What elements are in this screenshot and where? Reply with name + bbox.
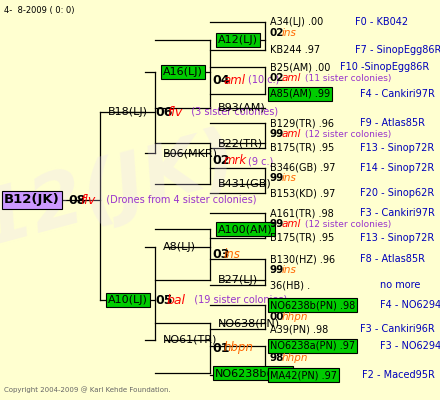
Text: F10 -SinopEgg86R: F10 -SinopEgg86R (340, 62, 429, 72)
Text: A39(PN) .98: A39(PN) .98 (270, 324, 328, 334)
Text: F7 - SinopEgg86R: F7 - SinopEgg86R (355, 45, 440, 55)
Text: hbpn: hbpn (224, 342, 254, 354)
Text: NO6238a(PN) .97: NO6238a(PN) .97 (270, 341, 355, 351)
Text: F9 - Atlas85R: F9 - Atlas85R (360, 118, 425, 128)
Text: A12(LJ): A12(LJ) (218, 35, 258, 45)
Text: NO6238b(PN) .98: NO6238b(PN) .98 (270, 300, 355, 310)
Text: 01: 01 (212, 342, 230, 354)
Text: (11 sister colonies): (11 sister colonies) (305, 74, 391, 82)
Text: NO638(PN): NO638(PN) (218, 318, 280, 328)
Text: F13 - Sinop72R: F13 - Sinop72R (360, 233, 434, 243)
Text: B27(LJ): B27(LJ) (218, 275, 258, 285)
Text: B22(TR): B22(TR) (218, 138, 263, 148)
Text: 36(HB) .: 36(HB) . (270, 280, 310, 290)
Text: 99: 99 (270, 129, 284, 139)
Text: 04: 04 (212, 74, 230, 86)
Text: 05: 05 (155, 294, 172, 306)
Text: F8 - Atlas85R: F8 - Atlas85R (360, 254, 425, 264)
Text: 99: 99 (270, 173, 284, 183)
Text: B25(AM) .00: B25(AM) .00 (270, 62, 330, 72)
Text: Copyright 2004-2009 @ Karl Kehde Foundation.: Copyright 2004-2009 @ Karl Kehde Foundat… (4, 386, 171, 393)
Text: hhpn: hhpn (282, 353, 308, 363)
Text: B18(LJ): B18(LJ) (108, 107, 148, 117)
Text: B12(JK): B12(JK) (4, 194, 60, 206)
Text: B12(JK): B12(JK) (0, 123, 245, 277)
Text: B153(KD) .97: B153(KD) .97 (270, 188, 335, 198)
Text: NO6238b(PN): NO6238b(PN) (215, 368, 291, 378)
Text: 08: 08 (68, 194, 85, 206)
Text: 02: 02 (212, 154, 230, 168)
Text: A161(TR) .98: A161(TR) .98 (270, 208, 334, 218)
Text: 4-  8-2009 ( 0: 0): 4- 8-2009 ( 0: 0) (4, 6, 74, 15)
Text: F4 - NO6294R: F4 - NO6294R (380, 300, 440, 310)
Text: bal: bal (167, 294, 186, 306)
Text: 02: 02 (270, 73, 285, 83)
Text: B346(GB) .97: B346(GB) .97 (270, 163, 335, 173)
Text: B431(GB): B431(GB) (218, 179, 272, 189)
Text: 02: 02 (270, 28, 285, 38)
Text: mrk: mrk (224, 154, 247, 168)
Text: aml: aml (282, 129, 301, 139)
Text: A34(LJ) .00: A34(LJ) .00 (270, 17, 323, 27)
Text: NO61(TR): NO61(TR) (163, 335, 217, 345)
Text: 00: 00 (270, 312, 285, 322)
Text: 03: 03 (212, 248, 229, 262)
Text: MA42(PN) .97: MA42(PN) .97 (270, 370, 337, 380)
Text: 06: 06 (155, 106, 172, 118)
Text: hhpn: hhpn (282, 312, 308, 322)
Text: no more: no more (380, 280, 420, 290)
Text: F4 - Cankiri97R: F4 - Cankiri97R (360, 89, 435, 99)
Text: A8(LJ): A8(LJ) (163, 242, 196, 252)
Text: (10 c.): (10 c.) (248, 75, 279, 85)
Text: aml: aml (282, 219, 301, 229)
Text: 98: 98 (270, 353, 284, 363)
Text: F0 - KB042: F0 - KB042 (355, 17, 408, 27)
Text: KB244 .97: KB244 .97 (270, 45, 320, 55)
Text: ins: ins (282, 173, 297, 183)
Text: F3 - NO6294R: F3 - NO6294R (380, 341, 440, 351)
Text: F3 - Cankiri97R: F3 - Cankiri97R (360, 208, 435, 218)
Text: 99: 99 (270, 265, 284, 275)
Text: F14 - Sinop72R: F14 - Sinop72R (360, 163, 434, 173)
Text: B129(TR) .96: B129(TR) .96 (270, 118, 334, 128)
Text: B130(HZ) .96: B130(HZ) .96 (270, 254, 335, 264)
Text: A16(LJ): A16(LJ) (163, 67, 203, 77)
Text: flv: flv (80, 194, 95, 206)
Text: (12 sister colonies): (12 sister colonies) (305, 130, 391, 138)
Text: ins: ins (224, 248, 241, 262)
Text: B175(TR) .95: B175(TR) .95 (270, 143, 334, 153)
Text: A10(LJ): A10(LJ) (108, 295, 148, 305)
Text: ins: ins (282, 265, 297, 275)
Text: B175(TR) .95: B175(TR) .95 (270, 233, 334, 243)
Text: B06(MKR): B06(MKR) (163, 148, 218, 158)
Text: F2 - Maced95R: F2 - Maced95R (362, 370, 435, 380)
Text: A85(AM) .99: A85(AM) .99 (270, 89, 330, 99)
Text: aml: aml (224, 74, 246, 86)
Text: (Drones from 4 sister colonies): (Drones from 4 sister colonies) (100, 195, 257, 205)
Text: (19 sister colonies): (19 sister colonies) (188, 295, 287, 305)
Text: (9 c.): (9 c.) (248, 156, 273, 166)
Text: A100(AM): A100(AM) (218, 224, 273, 234)
Text: aml: aml (282, 73, 301, 83)
Text: F13 - Sinop72R: F13 - Sinop72R (360, 143, 434, 153)
Text: flv: flv (167, 106, 182, 118)
Text: F20 - Sinop62R: F20 - Sinop62R (360, 188, 434, 198)
Text: (12 sister colonies): (12 sister colonies) (305, 220, 391, 228)
Text: F3 - Cankiri96R: F3 - Cankiri96R (360, 324, 435, 334)
Text: (3 sister colonies): (3 sister colonies) (185, 107, 278, 117)
Text: 99: 99 (270, 219, 284, 229)
Text: B93(AM): B93(AM) (218, 103, 266, 113)
Text: ins: ins (282, 28, 297, 38)
